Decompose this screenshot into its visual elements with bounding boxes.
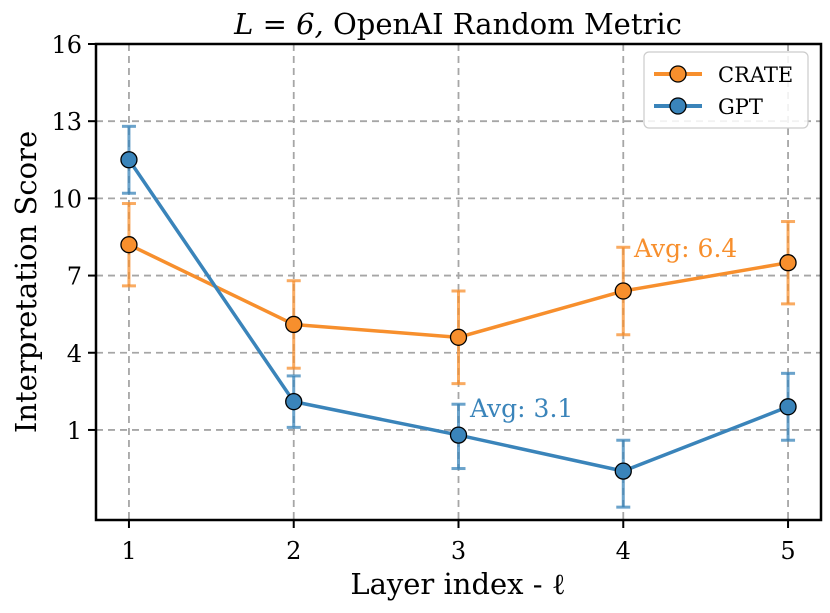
legend-crate-label: CRATE [718, 63, 793, 87]
y-tick-label: 16 [51, 31, 82, 59]
plot-frame [94, 42, 823, 522]
y-tick-label: 10 [51, 185, 82, 213]
y-axis-ticks: 1 4 7 10 13 16 [51, 31, 96, 445]
y-tick-label: 7 [67, 263, 82, 291]
gpt-series [120, 124, 797, 509]
annotations: Avg: 6.4 Avg: 3.1 [469, 234, 737, 423]
crate-point [614, 282, 632, 300]
chart-title-suffix: OpenAI Random Metric [324, 7, 682, 41]
y-tick-label: 13 [51, 108, 82, 136]
y-tick-label: 1 [67, 417, 82, 445]
legend-gpt-label: GPT [718, 95, 763, 119]
gpt-point [779, 398, 797, 416]
y-tick-label: 4 [67, 340, 82, 368]
crate-average-annotation: Avg: 6.4 [633, 234, 737, 263]
x-axis-ticks: 1 2 3 4 5 [121, 520, 796, 565]
legend-crate-marker [669, 65, 687, 83]
crate-series [120, 202, 797, 386]
crate-point [285, 315, 303, 334]
x-tick-label: 3 [451, 537, 466, 565]
series-layer [120, 124, 797, 509]
x-tick-label: 4 [616, 537, 631, 565]
legend: CRATE GPT [643, 51, 809, 129]
chart-title: L = 6, OpenAI Random Metric [233, 7, 682, 41]
gpt-point [449, 426, 468, 444]
gpt-average-annotation: Avg: 3.1 [469, 394, 573, 423]
x-tick-label: 2 [286, 537, 301, 565]
gpt-point [285, 392, 303, 411]
crate-point [120, 236, 138, 254]
x-axis-label: Layer index - ℓ [350, 567, 565, 601]
x-tick-label: 5 [780, 537, 795, 565]
chart-title-prefix: L = 6, [233, 7, 324, 41]
x-tick-label: 1 [121, 537, 136, 565]
gpt-point [614, 462, 632, 480]
crate-point [449, 328, 468, 346]
y-axis-label: Interpretation Score [9, 131, 43, 433]
crate-point [779, 254, 797, 272]
legend-gpt-marker [669, 97, 687, 115]
gpt-point [120, 151, 138, 169]
